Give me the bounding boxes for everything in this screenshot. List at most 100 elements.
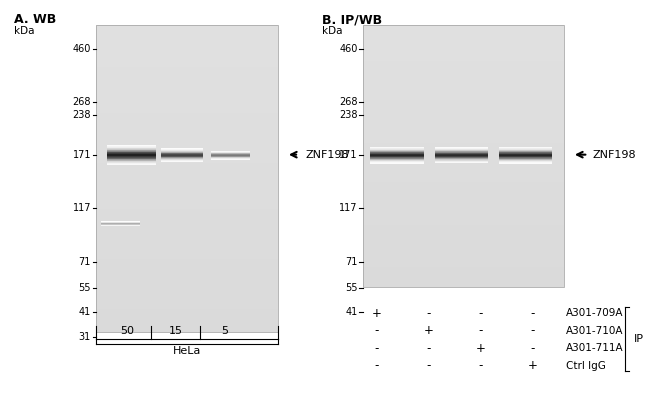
Bar [370,157,424,158]
Bar [96,213,278,217]
Bar [363,261,564,264]
Bar [435,159,488,160]
Bar [96,37,278,41]
Bar [363,221,564,225]
Bar [96,221,278,224]
Bar [96,297,278,301]
Text: -: - [375,342,379,355]
Bar [96,52,278,56]
Bar [363,277,564,280]
Bar [363,104,564,107]
Bar [499,148,552,149]
Bar [499,156,552,157]
Bar [363,71,564,74]
Bar [363,173,564,176]
Bar [499,160,552,161]
Bar [96,182,278,186]
Bar [363,64,564,68]
Bar [363,169,564,173]
Bar [96,167,278,171]
Bar [96,316,278,320]
Bar [435,151,488,152]
Bar [499,158,552,159]
Bar [96,289,278,293]
Text: +: + [424,324,434,337]
Bar [96,286,278,289]
Bar [435,147,488,148]
Text: +: + [372,307,382,320]
Bar [107,148,156,149]
Bar [161,151,203,152]
Bar [211,158,250,159]
Bar [363,149,564,153]
Bar [107,159,156,160]
Bar [363,136,564,140]
Bar [107,149,156,151]
Bar [211,156,250,157]
Bar [363,32,564,35]
Bar [363,58,564,61]
Bar [363,264,564,267]
Bar [363,120,564,123]
Bar [96,201,278,205]
Bar [363,48,564,51]
Bar [363,81,564,84]
Bar [435,155,488,156]
Bar [96,228,278,232]
Bar [363,189,564,192]
Bar [435,150,488,151]
Bar [370,155,424,156]
Text: 15: 15 [168,326,183,336]
Text: 55: 55 [345,283,358,293]
Bar [363,146,564,149]
Text: 268: 268 [339,97,358,107]
Bar [96,159,278,163]
Bar [370,158,424,159]
Bar [363,84,564,88]
Bar [370,152,424,153]
Bar [363,140,564,143]
Text: 71: 71 [345,257,358,267]
Bar [96,106,278,109]
Bar [363,248,564,251]
Bar [211,151,250,152]
Bar [161,156,203,157]
Bar [107,157,156,158]
Bar [161,154,203,155]
Text: -: - [479,359,483,372]
Bar [363,127,564,130]
Bar [370,156,424,157]
Bar [499,158,552,159]
Bar [363,91,564,94]
Bar [107,149,156,150]
Bar [161,149,203,150]
Bar [96,155,278,159]
Bar [107,152,156,153]
Bar [107,164,156,165]
Text: Ctrl IgG: Ctrl IgG [566,361,605,371]
Bar [107,146,156,147]
Text: 55: 55 [79,283,91,293]
Bar [211,153,250,154]
Text: 50: 50 [120,326,134,336]
Text: A301-710A: A301-710A [566,326,623,336]
Bar [435,150,488,151]
Bar [107,158,156,159]
Bar [96,209,278,213]
Bar [499,157,552,158]
Bar [363,42,564,45]
Bar [363,123,564,127]
Bar [499,159,552,160]
Bar [370,157,424,158]
Text: ZNF198: ZNF198 [593,150,636,160]
Bar [363,88,564,91]
Bar [370,151,424,152]
Bar [363,274,564,277]
Bar [211,157,250,158]
Text: A. WB: A. WB [14,13,57,26]
Bar [96,125,278,129]
Bar [499,160,552,161]
Bar [96,224,278,228]
Bar [363,225,564,228]
Bar [96,175,278,179]
